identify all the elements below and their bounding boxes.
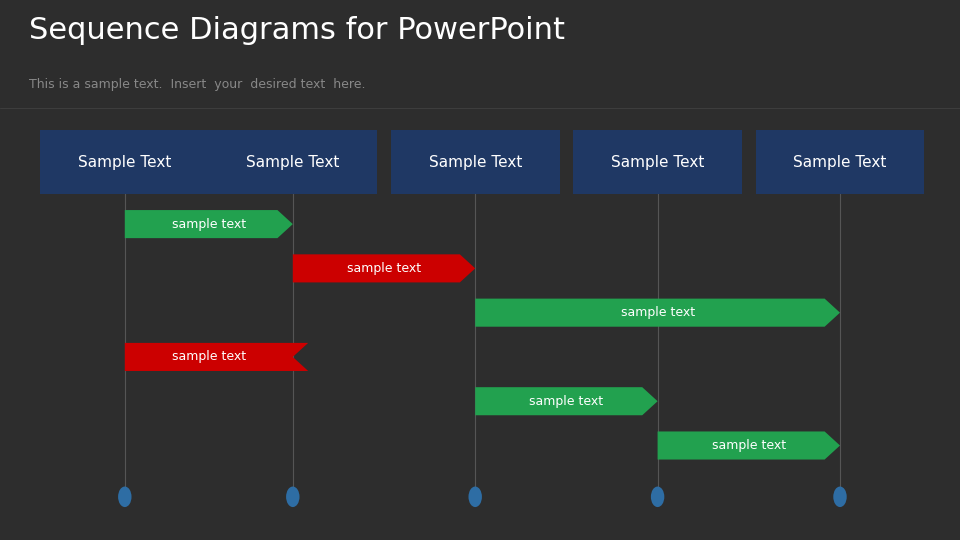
Bar xyxy=(391,130,560,194)
Ellipse shape xyxy=(118,487,132,507)
Text: sample text: sample text xyxy=(347,262,421,275)
Text: Sample Text: Sample Text xyxy=(611,154,705,170)
Text: sample text: sample text xyxy=(620,306,695,319)
Polygon shape xyxy=(658,431,840,460)
Text: sample text: sample text xyxy=(711,439,786,452)
Text: Sequence Diagrams for PowerPoint: Sequence Diagrams for PowerPoint xyxy=(29,16,564,45)
Ellipse shape xyxy=(468,487,482,507)
Polygon shape xyxy=(125,343,308,371)
Text: sample text: sample text xyxy=(529,395,604,408)
Text: Sample Text: Sample Text xyxy=(246,154,340,170)
Ellipse shape xyxy=(833,487,847,507)
Polygon shape xyxy=(475,387,658,415)
Polygon shape xyxy=(125,210,293,238)
Bar xyxy=(756,130,924,194)
Text: sample text: sample text xyxy=(172,218,246,231)
Text: Sample Text: Sample Text xyxy=(78,154,172,170)
Bar xyxy=(40,130,209,194)
Polygon shape xyxy=(293,254,475,282)
Text: This is a sample text.  Insert  your  desired text  here.: This is a sample text. Insert your desir… xyxy=(29,78,366,91)
Text: sample text: sample text xyxy=(172,350,246,363)
Bar xyxy=(573,130,742,194)
Polygon shape xyxy=(475,299,840,327)
Bar xyxy=(208,130,377,194)
Ellipse shape xyxy=(286,487,300,507)
Text: Sample Text: Sample Text xyxy=(428,154,522,170)
Ellipse shape xyxy=(651,487,664,507)
Text: Sample Text: Sample Text xyxy=(793,154,887,170)
